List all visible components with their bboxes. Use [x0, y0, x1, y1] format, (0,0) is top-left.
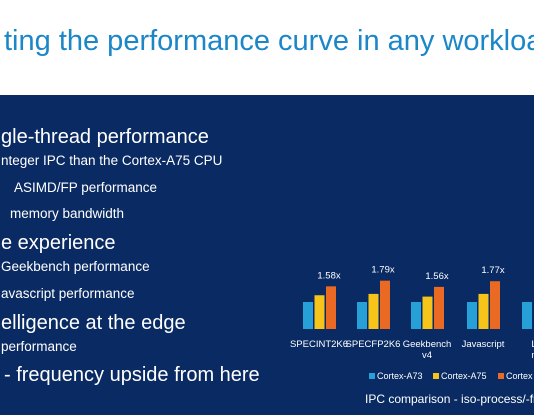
- heading-single-thread: gle-thread performance: [1, 126, 209, 148]
- category-label-0-0: SPECINT2K6: [290, 339, 348, 350]
- bar-cortex-2: [434, 286, 444, 329]
- data-label-1: 1.79x: [371, 265, 394, 276]
- legend-label-2: Cortex: [506, 371, 533, 381]
- bar-cortex-a75-1: [368, 293, 379, 329]
- ipc-bar-chart: 1.58x SPECINT2K6 1.79x SPECFP2K6 1.56x Geekbe…: [290, 265, 534, 406]
- bullet-ml-performance: performance: [1, 339, 77, 354]
- bullet-integer-ipc: nteger IPC than the Cortex-A75 CPU: [1, 153, 223, 168]
- slide-title: ting the performance curve in any worklo…: [4, 25, 534, 57]
- category-label-2-1: v4: [422, 350, 432, 361]
- bar-cortex-0: [326, 286, 336, 329]
- legend-swatch-1: [433, 373, 439, 379]
- bar-cortex-3: [490, 281, 500, 329]
- bullet-geekbench: Geekbench performance: [1, 259, 150, 274]
- legend-swatch-0: [369, 373, 375, 379]
- chart-title: IPC comparison - iso-process/-fr: [365, 392, 534, 406]
- bullet-javascript: avascript performance: [1, 286, 135, 301]
- bar-cortex-a73-4: [522, 302, 532, 329]
- category-label-3-0: Javascript: [462, 339, 505, 350]
- legend-swatch-2: [498, 373, 504, 379]
- category-label-4-0: LM: [531, 339, 534, 350]
- bar-cortex-a73-0: [303, 302, 313, 329]
- bar-cortex-a73-1: [357, 302, 367, 329]
- heading-experience: e experience: [1, 232, 116, 254]
- bar-cortex-a75-0: [314, 295, 325, 329]
- bar-cortex-a75-2: [422, 296, 433, 329]
- content-panel: gle-thread performance nteger IPC than t…: [0, 95, 534, 415]
- category-label-1-0: SPECFP2K6: [346, 339, 401, 350]
- category-label-2-0: Geekbench: [403, 339, 452, 350]
- data-label-2: 1.56x: [425, 271, 448, 282]
- bar-cortex-a75-3: [478, 293, 489, 329]
- legend-label-0: Cortex-A73: [377, 371, 423, 381]
- heading-frequency: - frequency upside from here: [4, 364, 260, 386]
- bar-cortex-a73-2: [411, 302, 421, 329]
- category-label-4-1: me: [531, 350, 534, 361]
- heading-intelligence: elligence at the edge: [1, 312, 186, 334]
- data-label-0: 1.58x: [317, 270, 340, 281]
- bullet-memory-bandwidth: memory bandwidth: [10, 206, 125, 221]
- bar-cortex-1: [380, 280, 390, 329]
- bar-cortex-a73-3: [467, 302, 477, 329]
- bullet-asimd-fp: ASIMD/FP performance: [14, 180, 158, 195]
- legend-label-1: Cortex-A75: [441, 371, 487, 381]
- data-label-3: 1.77x: [481, 265, 504, 276]
